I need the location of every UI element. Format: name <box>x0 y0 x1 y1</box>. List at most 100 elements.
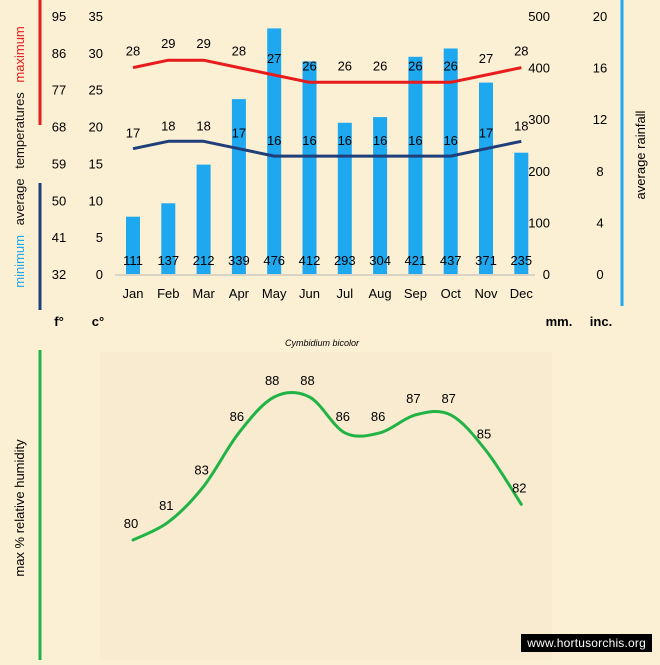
max-temp-label: 28 <box>126 44 140 59</box>
mm-unit: mm. <box>546 314 573 329</box>
temperature-labels: 28 29 29 28 27 26 26 26 26 26 27 28 17 18 18 17 16 16 16 16… <box>126 36 529 148</box>
celsius-tick-label: 35 <box>89 9 103 24</box>
maximum-label: maximum <box>12 26 27 82</box>
month-label-mar: Mar <box>192 286 215 301</box>
celsius-tick-label: 30 <box>89 46 103 61</box>
chart-title: Cymbidium bicolor <box>285 338 360 348</box>
temperature-axis-label: minimum average temperatures maximum <box>12 26 27 288</box>
inch-tick-label: 0 <box>596 267 603 282</box>
max-temp-label: 26 <box>302 58 316 73</box>
celsius-tick-label: 5 <box>96 230 103 245</box>
mm-tick-label: 500 <box>528 9 550 24</box>
rainfall-value-label: 339 <box>228 253 250 268</box>
fahrenheit-tick-label: 77 <box>52 83 66 98</box>
max-temp-label: 27 <box>267 51 281 66</box>
month-label-dec: Dec <box>510 286 534 301</box>
month-label-may: May <box>262 286 287 301</box>
fahrenheit-tick-label: 86 <box>52 46 66 61</box>
humidity-value-label: 88 <box>300 373 314 388</box>
humidity-panel <box>100 352 552 660</box>
fahrenheit-tick-label: 32 <box>52 267 66 282</box>
celsius-ticks: 0 5 10 15 20 25 30 35 <box>89 9 103 282</box>
month-label-oct: Oct <box>441 286 462 301</box>
celsius-tick-label: 20 <box>89 120 103 135</box>
max-temp-label: 27 <box>479 51 493 66</box>
min-temp-label: 18 <box>161 118 175 133</box>
month-label-aug: Aug <box>369 286 392 301</box>
min-temp-label: 18 <box>196 118 210 133</box>
rainfall-value-label: 235 <box>510 253 532 268</box>
mm-tick-label: 0 <box>543 267 550 282</box>
mm-tick-label: 200 <box>528 164 550 179</box>
inches-unit: inc. <box>590 314 612 329</box>
inch-ticks: 0 4 8 12 16 20 <box>593 9 607 282</box>
fahrenheit-ticks: 32 41 50 59 68 77 86 95 <box>52 9 66 282</box>
min-temp-label: 16 <box>443 133 457 148</box>
inch-tick-label: 4 <box>596 215 603 230</box>
min-temp-label: 17 <box>479 126 493 141</box>
inch-tick-label: 20 <box>593 9 607 24</box>
max-temp-label: 26 <box>443 58 457 73</box>
min-temp-label: 16 <box>302 133 316 148</box>
month-labels: Jan Feb Mar Apr May Jun Jul Aug Sep Oct Nov Dec <box>123 286 534 301</box>
max-temperature-line <box>132 58 522 84</box>
fahrenheit-unit: f° <box>54 314 64 329</box>
min-temp-label: 17 <box>232 126 246 141</box>
fahrenheit-tick-label: 59 <box>52 156 66 171</box>
min-temp-label: 17 <box>126 126 140 141</box>
humidity-value-label: 83 <box>194 462 208 477</box>
temperatures-label: temperatures <box>12 92 27 169</box>
max-temp-label: 26 <box>338 58 352 73</box>
watermark: www.hortusorchis.org <box>521 634 652 652</box>
max-temp-label: 29 <box>161 36 175 51</box>
rainfall-value-label: 476 <box>263 253 285 268</box>
mm-tick-label: 300 <box>528 112 550 127</box>
rainfall-value-label: 137 <box>157 253 179 268</box>
rainfall-value-label: 212 <box>193 253 215 268</box>
celsius-tick-label: 10 <box>89 193 103 208</box>
humidity-value-label: 86 <box>230 409 244 424</box>
fahrenheit-tick-label: 95 <box>52 9 66 24</box>
month-label-jan: Jan <box>123 286 144 301</box>
rainfall-labels: 111 137 212 339 476 412 293 304 421 437 371 235 <box>123 253 532 268</box>
humidity-axis-label: max % relative humidity <box>12 439 27 577</box>
humidity-value-label: 85 <box>477 427 491 442</box>
humidity-value-label: 82 <box>512 480 526 495</box>
mm-ticks: 0 100 200 300 400 500 <box>528 9 550 282</box>
rainfall-value-label: 371 <box>475 253 497 268</box>
humidity-value-label: 87 <box>441 391 455 406</box>
celsius-tick-label: 0 <box>96 267 103 282</box>
fahrenheit-tick-label: 50 <box>52 193 66 208</box>
month-label-nov: Nov <box>474 286 498 301</box>
humidity-value-label: 87 <box>406 391 420 406</box>
humidity-value-label: 88 <box>265 373 279 388</box>
min-temperature-line <box>132 139 522 158</box>
month-label-jul: Jul <box>336 286 353 301</box>
mm-tick-label: 100 <box>528 215 550 230</box>
min-temp-label: 16 <box>338 133 352 148</box>
rainfall-bar-jun <box>302 61 317 275</box>
rainfall-bar-mar <box>196 164 211 274</box>
max-temp-label: 26 <box>408 58 422 73</box>
min-temp-label: 16 <box>373 133 387 148</box>
max-temp-label: 29 <box>196 36 210 51</box>
month-label-jun: Jun <box>299 286 320 301</box>
rainfall-bar-oct <box>443 48 458 274</box>
rainfall-bars <box>115 28 535 276</box>
rainfall-bar-feb <box>161 203 176 274</box>
max-temp-label: 28 <box>232 44 246 59</box>
humidity-series: 80 81 83 86 88 88 86 86 87 87 85 82 <box>124 373 527 542</box>
rainfall-axis-label: average rainfall <box>633 110 648 199</box>
rainfall-bar-apr <box>231 99 246 274</box>
fahrenheit-tick-label: 68 <box>52 120 66 135</box>
rainfall-value-label: 293 <box>334 253 356 268</box>
rainfall-value-label: 412 <box>299 253 321 268</box>
mm-tick-label: 400 <box>528 61 550 76</box>
rainfall-bar-dec <box>514 152 529 274</box>
rainfall-value-label: 437 <box>440 253 462 268</box>
celsius-unit: c° <box>92 314 104 329</box>
min-temp-label: 16 <box>408 133 422 148</box>
humidity-value-label: 86 <box>336 409 350 424</box>
rainfall-bar-jan <box>126 216 140 274</box>
